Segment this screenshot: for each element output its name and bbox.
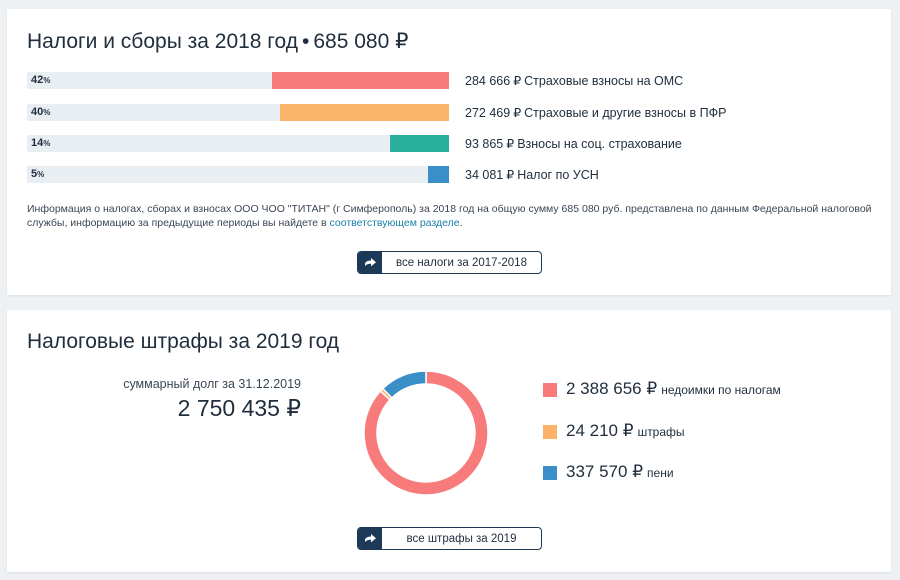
all-taxes-button[interactable]: все налоги за 2017-2018: [357, 251, 542, 274]
tax-bar-track: 5%: [27, 166, 449, 183]
donut-slice: [363, 370, 489, 496]
legend-swatch: [543, 466, 557, 480]
all-fines-button-label: все штрафы за 2019: [406, 532, 517, 545]
total-debt-caption: суммарный долг за 31.12.2019: [123, 377, 301, 391]
legend-swatch: [543, 383, 557, 397]
tax-percent: 14%: [31, 137, 51, 149]
all-fines-button[interactable]: все штрафы за 2019: [357, 527, 542, 550]
tax-amount: 284 666 ₽ Страховые взносы на ОМС: [465, 74, 684, 88]
tax-percent: 5%: [31, 168, 45, 180]
arrow-right-icon: [358, 252, 382, 273]
tax-bar-fill: [271, 72, 449, 89]
donut-slice: [381, 370, 427, 399]
tax-percent: 42%: [31, 74, 51, 86]
arrow-right-icon: [358, 528, 382, 549]
fines-donut-chart: [363, 370, 489, 496]
fines-title: Налоговые штрафы за 2019 год: [27, 330, 340, 353]
tax-percent: 40%: [31, 106, 51, 118]
all-taxes-button-label: все налоги за 2017-2018: [396, 256, 527, 269]
legend-amount: 337 570 ₽ пени: [566, 462, 674, 481]
taxes-title: Налоги и сборы за 2018 год • 685 080 ₽: [27, 30, 409, 53]
tax-bar-fill: [280, 104, 449, 121]
previous-periods-link[interactable]: соответствующем разделе: [329, 217, 460, 229]
taxes-info-text: Информация о налогах, сборах и взносах О…: [27, 203, 872, 229]
tax-bar-row: 40% 272 469 ₽ Страховые и другие взносы в …: [27, 104, 877, 121]
fines-card: Налоговые штрафы за 2019 год суммарный д…: [7, 310, 891, 572]
legend-amount: 24 210 ₽ штрафы: [566, 421, 685, 440]
tax-bar-track: 40%: [27, 104, 449, 121]
tax-bar-track: 42%: [27, 72, 449, 89]
total-debt-value: 2 750 435 ₽: [177, 395, 301, 421]
tax-amount: 34 081 ₽ Налог по УСН: [465, 168, 599, 182]
taxes-card: Налоги и сборы за 2018 год • 685 080 ₽ 42%…: [7, 9, 891, 295]
tax-bar-row: 14% 93 865 ₽ Взносы на соц. страхование: [27, 135, 877, 152]
tax-bar-fill: [389, 135, 449, 152]
legend-amount: 2 388 656 ₽ недоимки по налогам: [566, 379, 781, 398]
tax-amount: 93 865 ₽ Взносы на соц. страхование: [465, 137, 682, 151]
legend-swatch: [543, 425, 557, 439]
tax-amount: 272 469 ₽ Страховые и другие взносы в ПФР: [465, 106, 727, 120]
tax-bar-row: 42% 284 666 ₽ Страховые взносы на ОМС: [27, 72, 877, 89]
tax-bar-track: 14%: [27, 135, 449, 152]
tax-bar-fill: [427, 166, 449, 183]
tax-bar-row: 5% 34 081 ₽ Налог по УСН: [27, 166, 877, 183]
